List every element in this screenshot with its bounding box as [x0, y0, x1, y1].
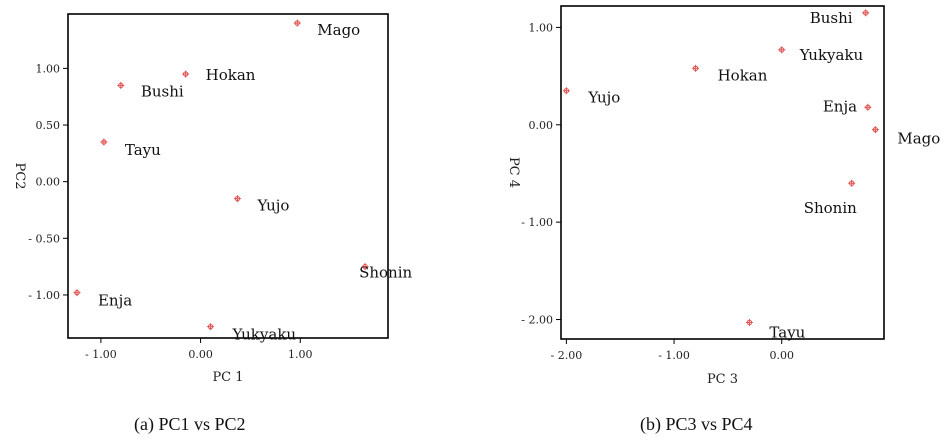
data-point-mago	[293, 19, 301, 27]
charts-canvas: - 1.00 0.00 1.00 1.00 0.50 0.00 - 0.50 - 1.00 PC…	[12, 5, 940, 387]
point-label-shonin: Shonin	[359, 264, 412, 282]
point-label-yukyaku: Yukyaku	[232, 326, 297, 344]
data-point-shonin	[848, 179, 856, 187]
data-point-yujo	[233, 195, 241, 203]
point-label-hokan: Hokan	[718, 66, 768, 84]
x-tick-label: 0.00	[769, 349, 794, 362]
plot-frame	[67, 13, 389, 339]
data-point-tayu	[745, 318, 753, 326]
data-point-shonin	[361, 263, 369, 271]
data-point-yukyaku	[778, 46, 786, 54]
point-label-enja: Enja	[823, 97, 857, 115]
point-label-bushi: Bushi	[141, 82, 184, 100]
y-axis-label: PC2	[12, 163, 27, 190]
point-label-shonin: Shonin	[804, 199, 857, 217]
y-tick-label: - 1.00	[28, 289, 60, 302]
chart-pc1-pc2: - 1.00 0.00 1.00 1.00 0.50 0.00 - 0.50 - 1.00 PC…	[12, 13, 412, 385]
point-label-hokan: Hokan	[206, 66, 256, 84]
data-point-bushi	[862, 9, 870, 17]
x-tick-label: 1.00	[288, 348, 313, 361]
data-point-yukyaku	[207, 323, 215, 331]
x-tick-label: 0.00	[188, 348, 213, 361]
x-tick-label: - 1.00	[658, 349, 690, 362]
data-point-tayu	[100, 138, 108, 146]
y-tick-label: 0.00	[529, 119, 554, 132]
y-tick-label: 0.50	[36, 119, 61, 132]
point-label-tayu: Tayu	[125, 141, 161, 159]
point-label-tayu: Tayu	[769, 323, 805, 341]
point-label-mago: Mago	[897, 130, 940, 148]
caption-a: (a) PC1 vs PC2	[134, 414, 246, 434]
data-point-yujo	[562, 87, 570, 95]
y-axis-label: PC 4	[506, 157, 521, 188]
x-axis-label: PC 1	[212, 370, 243, 385]
caption-b: (b) PC3 vs PC4	[640, 414, 753, 434]
plot-frame	[560, 5, 885, 340]
data-point-enja	[73, 289, 81, 297]
point-label-mago: Mago	[317, 21, 360, 39]
point-label-yujo: Yujo	[587, 89, 620, 107]
x-tick-label: - 2.00	[551, 349, 583, 362]
point-label-enja: Enja	[98, 292, 132, 310]
y-tick-label: 1.00	[36, 62, 61, 75]
chart-pc3-pc4: - 2.00 - 1.00 0.00 1.00 0.00 - 1.00 - 2.00 PC 3…	[506, 5, 940, 387]
data-point-bushi	[117, 81, 125, 89]
x-tick-label: - 1.00	[85, 348, 117, 361]
y-tick-label: 0.00	[36, 176, 61, 189]
point-label-yukyaku: Yukyaku	[799, 46, 864, 64]
data-point-hokan	[182, 70, 190, 78]
y-tick-label: 1.00	[529, 21, 554, 34]
point-label-bushi: Bushi	[810, 9, 853, 27]
y-tick-label: - 2.00	[521, 314, 553, 327]
y-tick-label: - 0.50	[28, 232, 60, 245]
x-axis-label: PC 3	[707, 372, 738, 387]
data-point-enja	[864, 103, 872, 111]
data-point-mago	[871, 126, 879, 134]
point-label-yujo: Yujo	[256, 197, 289, 215]
data-point-hokan	[692, 64, 700, 72]
y-tick-label: - 1.00	[521, 216, 553, 229]
